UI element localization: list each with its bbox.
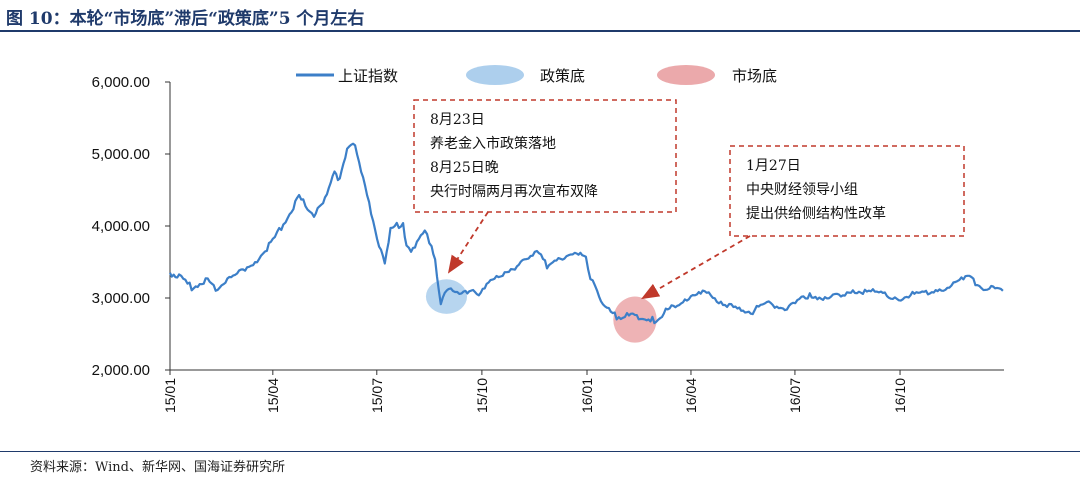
source-note: 资料来源：Wind、新华网、国海证券研究所 <box>30 460 285 475</box>
x-tick-label: 15/01 <box>162 378 178 413</box>
annotation-text: 央行时隔两月再次宣布双降 <box>430 184 598 200</box>
legend: 上证指数 政策底 市场底 <box>296 65 777 85</box>
annotation-arrow-2 <box>641 235 751 300</box>
x-tick-label: 15/07 <box>369 378 385 413</box>
axes: 2,000.00 3,000.00 4,000.00 5,000.00 6,000.00… <box>92 74 1004 413</box>
legend-label: 上证指数 <box>338 67 398 85</box>
bottom-divider <box>0 451 1080 452</box>
y-tick-label: 6,000.00 <box>92 74 150 91</box>
legend-label: 市场底 <box>732 67 777 85</box>
legend-ellipse-swatch <box>466 65 524 85</box>
y-tick-label: 3,000.00 <box>92 290 150 307</box>
annotation-box-1 <box>413 99 677 213</box>
highlight-ellipse-2 <box>613 296 657 343</box>
highlight-ellipses <box>425 279 657 343</box>
annotation-text: 8月25日晚 <box>430 160 499 176</box>
x-tick-label: 16/07 <box>787 378 803 413</box>
x-tick-label: 16/01 <box>579 378 595 413</box>
annotation-arrow-1 <box>447 211 489 274</box>
y-tick-label: 2,000.00 <box>92 362 150 379</box>
annotation-text: 1月27日 <box>746 158 801 174</box>
annotation-text: 8月23日 <box>430 112 485 128</box>
series-lines <box>169 142 1004 325</box>
legend-ellipse-swatch <box>657 65 715 85</box>
line-chart: 2,000.00 3,000.00 4,000.00 5,000.00 6,000.00… <box>92 65 1004 413</box>
y-tick-label: 4,000.00 <box>92 218 150 235</box>
legend-label: 政策底 <box>540 67 585 85</box>
x-tick-label: 15/04 <box>265 378 281 413</box>
annotation-text: 养老金入市政策落地 <box>430 135 556 152</box>
annotation-text: 中央财经领导小组 <box>746 182 858 198</box>
series-line-1 <box>169 142 1004 325</box>
annotation-box-2 <box>729 145 965 237</box>
highlight-ellipse-1 <box>425 279 468 314</box>
figure-title: 图 10：本轮“市场底”滞后“政策底”5 个月左右 <box>6 9 365 29</box>
x-tick-label: 16/10 <box>892 378 908 413</box>
x-tick-label: 16/04 <box>683 378 699 413</box>
top-divider <box>0 30 1080 32</box>
x-tick-label: 15/10 <box>474 378 490 413</box>
y-tick-label: 5,000.00 <box>92 146 150 163</box>
annotation-text: 提出供给侧结构性改革 <box>746 206 886 222</box>
